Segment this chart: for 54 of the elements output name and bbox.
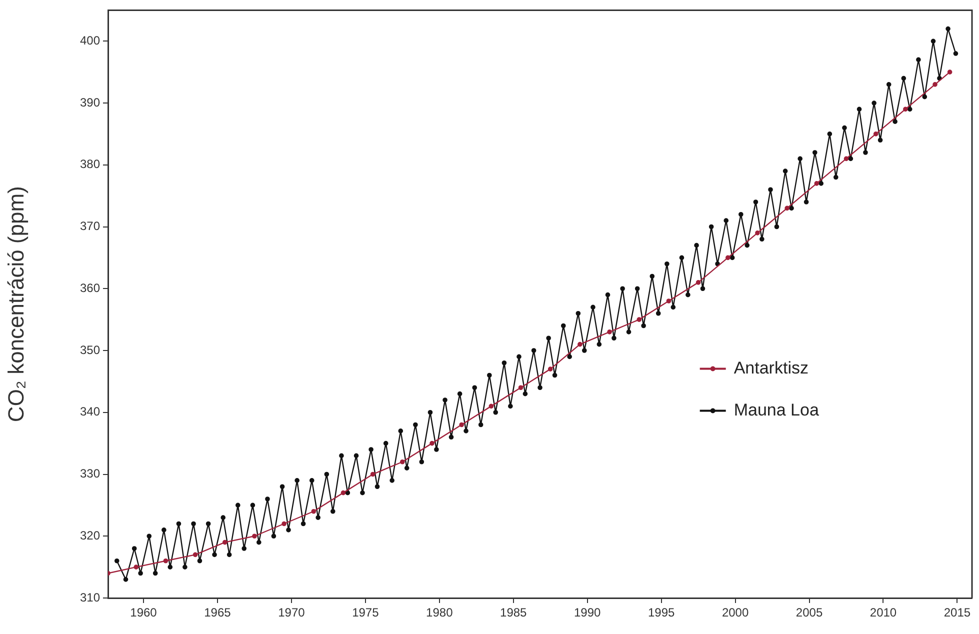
y-tick-label: 310: [80, 590, 100, 604]
point: [370, 472, 376, 477]
x-tick-label: 1960: [130, 606, 158, 620]
point: [459, 422, 464, 428]
point: [873, 132, 878, 136]
point: [947, 70, 952, 74]
y-tick-label: 340: [80, 404, 100, 419]
point: [666, 298, 672, 304]
point: [340, 490, 346, 496]
point: [932, 82, 938, 87]
y-tick-label: 390: [80, 95, 100, 110]
point: [784, 206, 790, 211]
x-tick-label: 1965: [204, 606, 232, 620]
point: [725, 255, 730, 260]
x-tick-label: 1980: [426, 606, 454, 620]
y-axis-title: CO₂ koncentráció (ppm): [3, 186, 28, 422]
x-tick-label: 2010: [870, 606, 897, 620]
point: [163, 558, 168, 564]
x-tick-label: 2015: [944, 606, 971, 620]
y-tick-label: 370: [80, 219, 100, 234]
point: [844, 156, 849, 162]
point: [607, 330, 612, 334]
point: [311, 508, 316, 514]
point: [755, 230, 760, 236]
point: [578, 342, 582, 347]
point: [430, 440, 434, 446]
point: [903, 106, 908, 112]
point: [696, 280, 701, 285]
point: [488, 404, 494, 409]
x-tick-label: 1975: [352, 606, 380, 620]
legend-label: Mauna Loa: [734, 400, 820, 420]
y-tick-label: 320: [80, 528, 100, 542]
y-tick-label: 400: [80, 33, 100, 48]
x-tick-label: 1990: [574, 606, 602, 620]
point: [192, 552, 198, 558]
point: [814, 181, 820, 186]
x-tick-label: 1985: [500, 606, 528, 620]
y-tick-label: 350: [80, 342, 100, 357]
point: [518, 385, 524, 390]
legend-label: Antarktisz: [734, 358, 808, 378]
y-tick-label: 380: [80, 157, 100, 172]
point: [282, 521, 286, 526]
point: [636, 317, 642, 322]
x-tick-label: 1995: [648, 606, 675, 620]
x-tick-label: 2000: [722, 606, 749, 620]
y-tick-label: 360: [80, 280, 100, 295]
point: [400, 459, 405, 464]
x-tick-label: 1970: [278, 606, 306, 620]
point: [222, 540, 228, 545]
x-tick-label: 2005: [796, 606, 823, 620]
point: [548, 366, 553, 372]
point: [252, 534, 257, 539]
point: [134, 564, 139, 570]
y-tick-label: 330: [80, 466, 100, 481]
